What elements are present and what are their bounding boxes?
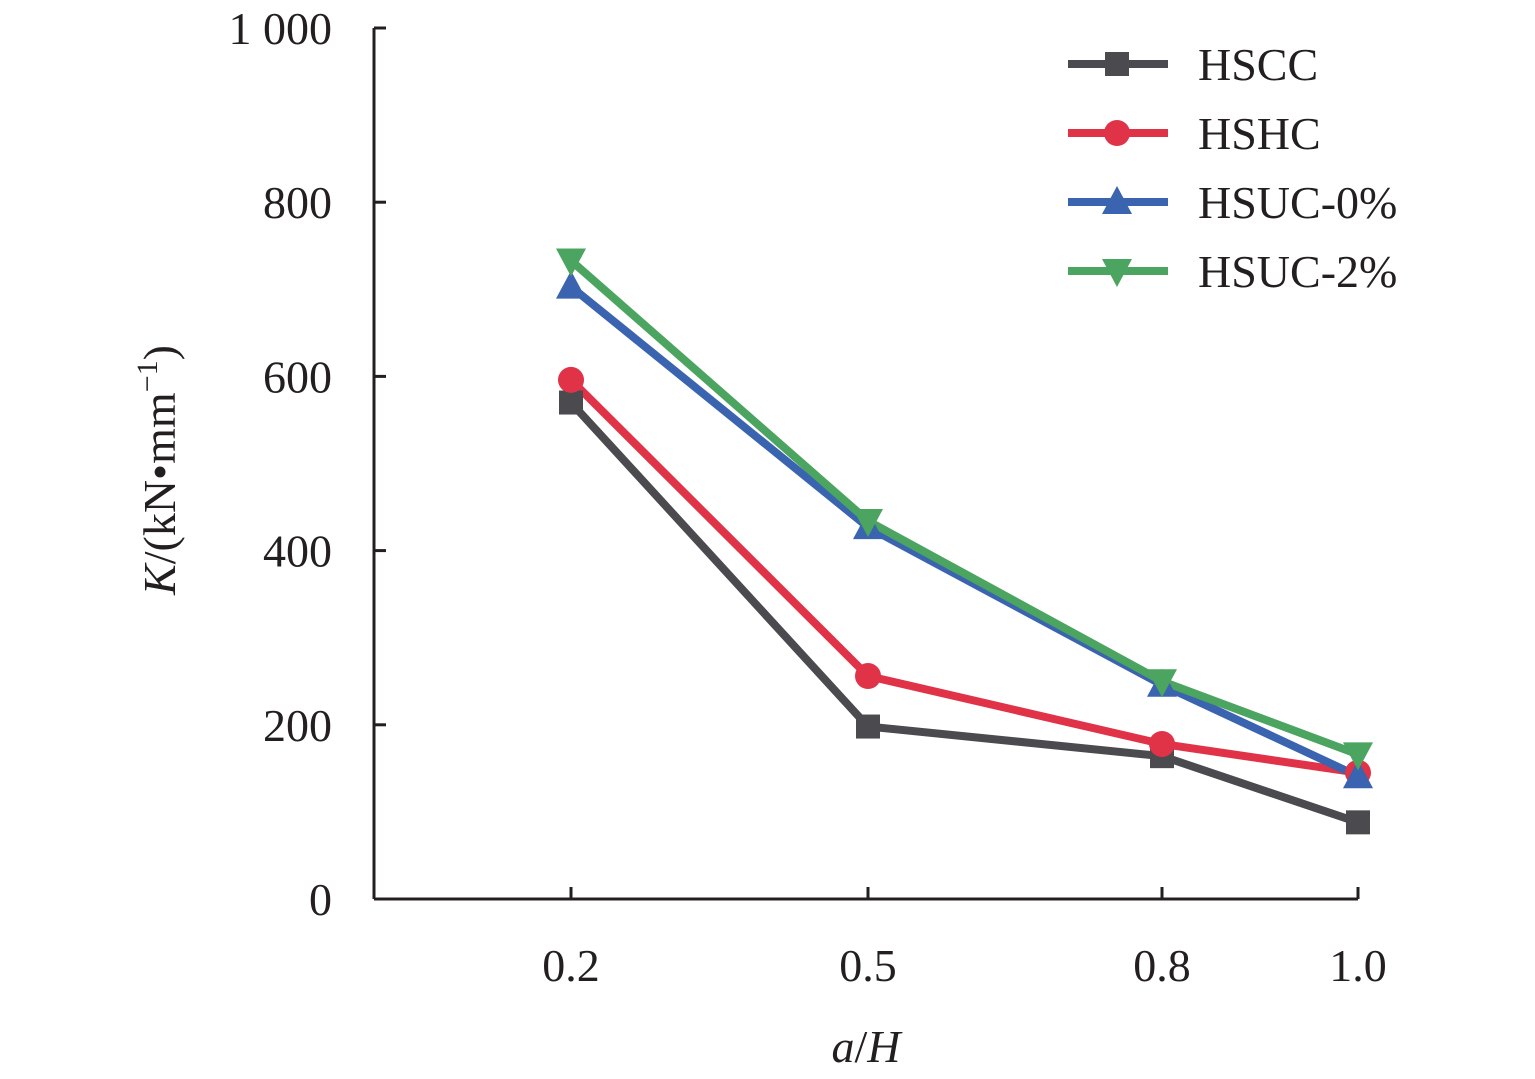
y-axis-label: K/(kN•mm−1) [131,345,185,596]
legend-label: HSHC [1198,108,1321,159]
y-tick-label: 800 [263,177,332,228]
x-axis-label: a/H [831,1021,903,1072]
x-axis-label-slash: / [854,1021,867,1072]
data-point-hshc [1149,730,1175,757]
x-axis-label-h: H [866,1021,903,1072]
legend-label: HSUC-0% [1198,177,1397,228]
series-lines [568,257,1360,827]
legend-swatch-marker [1102,259,1132,287]
x-tick-label: 0.2 [542,940,600,991]
legend-swatch-marker [1102,186,1132,214]
series-line-hsuc-0 [568,283,1360,780]
y-tick-label: 600 [263,351,332,402]
y-axis-label-close: ) [134,345,185,360]
x-ticks: 0.2 0.5 0.8 1.0 [542,887,1387,991]
data-point-hscc [559,390,583,415]
data-point-hsuc-0 [556,270,586,299]
data-point-hscc [856,714,880,739]
x-tick-label: 0.8 [1133,940,1191,991]
data-point-hshc [558,366,584,393]
y-axis-label-unit: /(kN•mm [134,392,185,564]
x-axis-label-a: a [831,1021,854,1072]
axes: 0 200 400 600 800 1 000 0.2 0.5 0.8 1.0 [229,3,1387,991]
y-ticks: 0 200 400 600 800 1 000 [229,3,386,925]
y-axis-label-exponent: −1 [131,360,164,392]
series-line-hshc [568,377,1359,777]
x-tick-label: 0.5 [839,940,897,991]
y-tick-label: 400 [263,526,332,577]
y-tick-label: 200 [263,700,332,751]
legend-swatch-marker [1104,120,1130,146]
data-point-hsuc-0 [1343,760,1373,789]
legend-item-hsuc-2: HSUC-2% [1068,246,1397,297]
legend-label: HSCC [1198,39,1318,90]
y-axis-label-symbol: K [134,562,185,596]
data-point-hsuc-2 [556,248,586,277]
y-tick-label: 0 [309,874,332,925]
y-tick-label: 1 000 [229,3,333,54]
data-point-hsuc-2 [853,508,883,537]
legend-swatch-marker [1105,52,1129,76]
data-point-hshc [855,663,881,690]
x-tick-label: 1.0 [1329,940,1387,991]
legend-item-hsuc-0: HSUC-0% [1068,177,1397,228]
legend-label: HSUC-2% [1198,246,1397,297]
legend: HSCC HSHC HSUC-0% HSUC-2% [1068,39,1397,297]
data-point-hscc [1346,810,1370,835]
data-point-hsuc-2 [1343,742,1373,771]
series-line-hscc [568,399,1360,827]
legend-item-hscc: HSCC [1068,39,1318,90]
legend-item-hshc: HSHC [1068,108,1321,159]
series-line-hsuc-2 [568,257,1360,759]
series-markers [556,248,1373,835]
data-point-hsuc-2 [1147,669,1177,698]
